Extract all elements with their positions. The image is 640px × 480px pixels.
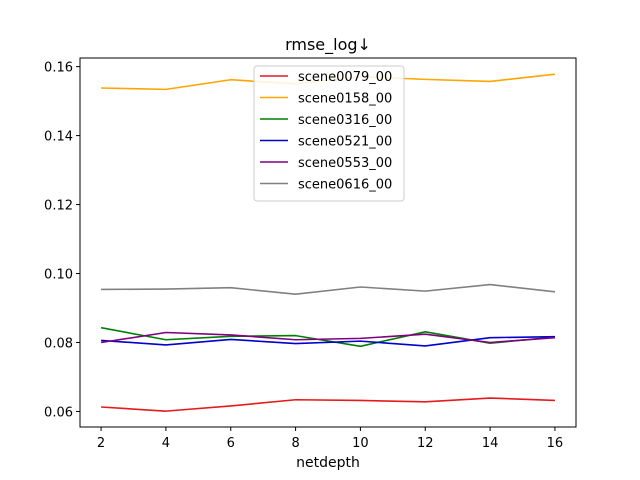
legend-label: scene0553_00 [298,156,392,171]
legend-label: scene0616_00 [298,178,392,193]
x-tick-label: 12 [417,436,434,451]
series-line-scene0521_00 [101,335,555,347]
y-axis: 0.06 0.08 0.10 0.12 0.14 0.16 [44,61,80,420]
y-tick-label: 0.08 [44,337,73,352]
y-tick-label: 0.06 [44,405,73,420]
x-axis: 2 4 6 8 10 12 14 16 [97,427,563,451]
y-tick-label: 0.16 [44,61,73,76]
x-axis-title: netdepth [296,455,360,471]
legend: scene0079_00 scene0158_00 scene0316_00scen… [253,65,405,202]
x-tick-label: 6 [227,436,235,451]
y-tick-label: 0.12 [44,199,73,214]
y-tick-label: 0.10 [44,268,73,283]
y-tick-label: 0.14 [44,130,73,145]
x-tick-label: 14 [482,436,499,451]
chart-title: rmse_log↓ [285,35,371,55]
series-line-scene0316_00 [100,326,556,348]
x-tick-label: 16 [547,436,564,451]
legend-label: scene0158_00 [298,92,392,107]
x-tick-label: 8 [291,436,299,451]
x-tick-label: 4 [162,436,170,451]
x-tick-label: 2 [97,436,105,451]
legend-label: scene0521_00 [298,135,392,150]
x-tick-label: 10 [352,436,369,451]
plot-frame [79,57,577,428]
series-line-scene0553_00 [100,331,555,344]
legend-box [253,65,405,202]
series-line-scene0616_00 [101,283,556,296]
legend-label: scene0316_00 [298,113,392,128]
legend-label: scene0079_00 [298,70,392,85]
plot-area [100,73,556,412]
series-line-scene0079_00 [101,397,555,412]
